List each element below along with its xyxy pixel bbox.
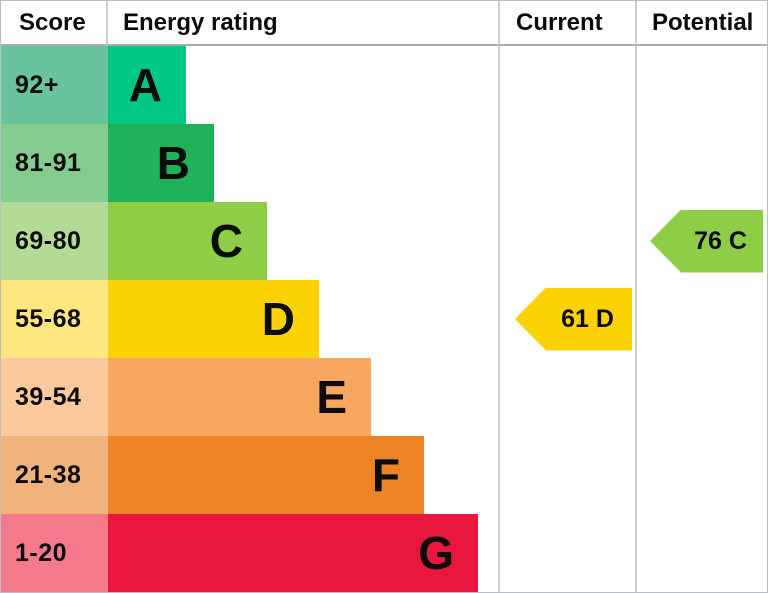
- band-bar-c: C: [108, 202, 267, 280]
- current-cell-b: [498, 124, 635, 202]
- potential-cell-f: [635, 436, 767, 514]
- score-range-g: 1-20: [1, 514, 108, 592]
- band-bar-f: F: [108, 436, 424, 514]
- score-range-e: 39-54: [1, 358, 108, 436]
- band-bar-cell-e: E: [108, 358, 498, 436]
- potential-rating-arrow: 76 C: [650, 209, 763, 273]
- band-bar-e: E: [108, 358, 371, 436]
- header-potential: Potential: [635, 1, 767, 46]
- header-score: Score: [1, 1, 108, 46]
- current-rating-arrow: 61 D: [515, 287, 632, 351]
- score-range-c: 69-80: [1, 202, 108, 280]
- band-bar-cell-a: A: [108, 46, 498, 124]
- potential-cell-c: 76 C: [635, 202, 767, 280]
- score-range-a: 92+: [1, 46, 108, 124]
- score-range-d: 55-68: [1, 280, 108, 358]
- band-bar-d: D: [108, 280, 319, 358]
- potential-cell-b: [635, 124, 767, 202]
- band-bar-cell-f: F: [108, 436, 498, 514]
- potential-cell-d: [635, 280, 767, 358]
- score-range-f: 21-38: [1, 436, 108, 514]
- band-bar-b: B: [108, 124, 214, 202]
- band-bar-g: G: [108, 514, 478, 592]
- band-bar-cell-c: C: [108, 202, 498, 280]
- band-bar-cell-d: D: [108, 280, 498, 358]
- score-range-b: 81-91: [1, 124, 108, 202]
- header-current: Current: [498, 1, 635, 46]
- current-cell-c: [498, 202, 635, 280]
- current-cell-f: [498, 436, 635, 514]
- potential-cell-g: [635, 514, 767, 592]
- current-cell-g: [498, 514, 635, 592]
- band-bar-a: A: [108, 46, 186, 124]
- band-bar-cell-b: B: [108, 124, 498, 202]
- potential-cell-e: [635, 358, 767, 436]
- potential-cell-a: [635, 46, 767, 124]
- current-cell-e: [498, 358, 635, 436]
- band-bar-cell-g: G: [108, 514, 498, 592]
- current-cell-a: [498, 46, 635, 124]
- current-cell-d: 61 D: [498, 280, 635, 358]
- header-energy-rating: Energy rating: [108, 1, 498, 46]
